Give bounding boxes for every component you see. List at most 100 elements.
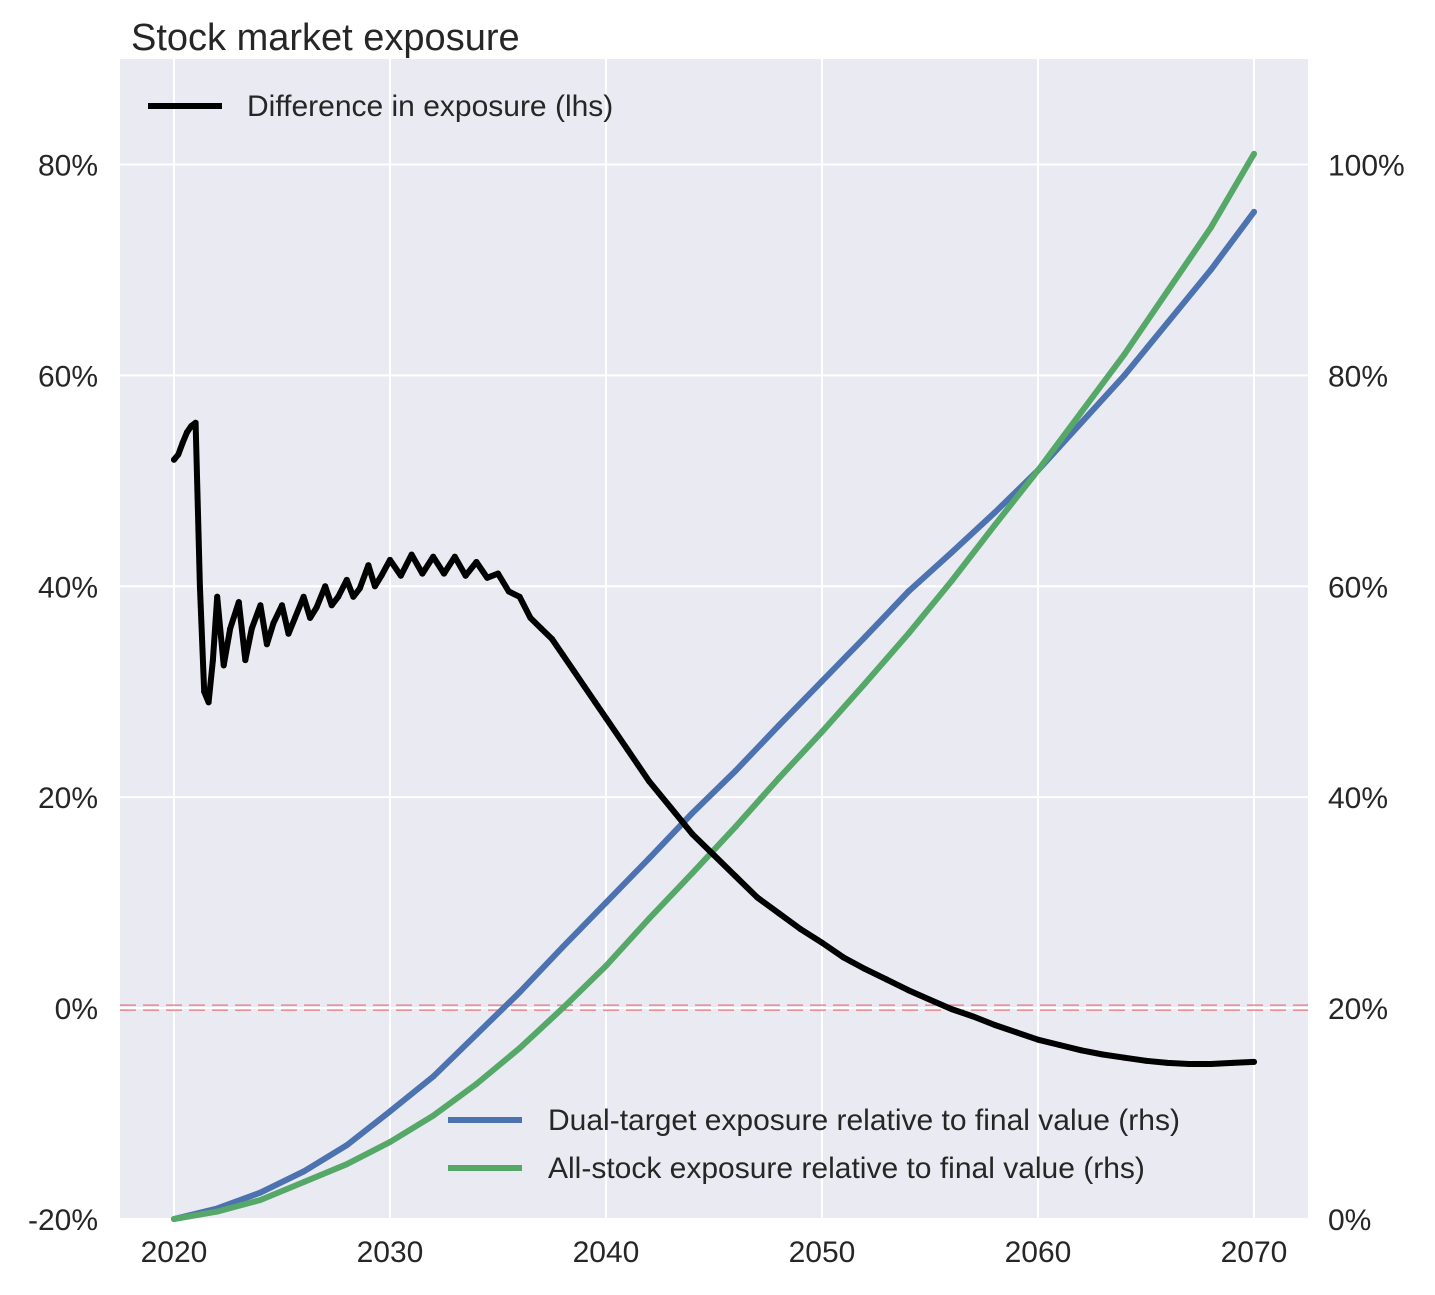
series-point-difference bbox=[840, 954, 847, 961]
series-point-difference bbox=[257, 602, 264, 609]
series-point-dual-target bbox=[862, 633, 869, 640]
series-point-difference bbox=[365, 562, 372, 569]
y-right-tick-labels: 0% 20% 40% 60% 80% 100% bbox=[1328, 149, 1405, 1237]
series-lines bbox=[171, 150, 1257, 1222]
series-point-difference bbox=[227, 625, 234, 632]
series-point-dual-target bbox=[516, 989, 523, 996]
series-point-dual-target bbox=[343, 1142, 350, 1149]
series-point-difference bbox=[549, 636, 555, 642]
series-point-difference bbox=[397, 572, 404, 579]
grid-lines bbox=[120, 59, 1308, 1220]
series-point-difference bbox=[408, 551, 415, 558]
series-point-difference bbox=[430, 553, 437, 560]
series-point-all-stock bbox=[991, 522, 998, 529]
series-point-all-stock bbox=[1251, 150, 1257, 157]
x-tick-label-2030: 2030 bbox=[357, 1236, 424, 1269]
series-point-dual-target bbox=[387, 1108, 393, 1115]
series-point-difference bbox=[462, 572, 469, 579]
y-left-tick-label: 40% bbox=[38, 571, 98, 604]
series-point-all-stock bbox=[819, 728, 825, 735]
x-tick-label-2040: 2040 bbox=[573, 1236, 640, 1269]
series-point-difference bbox=[1013, 1029, 1020, 1036]
series-point-difference bbox=[188, 423, 195, 429]
series-point-all-stock bbox=[1207, 224, 1214, 231]
y-left-tick-labels: -20% 0% 20% 40% 60% 80% bbox=[28, 149, 98, 1237]
series-point-difference bbox=[451, 553, 458, 560]
series-point-difference bbox=[179, 439, 186, 446]
series-point-all-stock bbox=[214, 1208, 221, 1215]
series-point-difference bbox=[184, 429, 190, 436]
legend-label-difference: Difference in exposure (lhs) bbox=[247, 90, 613, 123]
series-point-difference bbox=[538, 625, 545, 632]
series-point-difference bbox=[214, 593, 221, 600]
series-point-all-stock bbox=[862, 680, 869, 687]
series-point-all-stock bbox=[948, 578, 955, 584]
series-point-dual-target bbox=[1251, 208, 1257, 215]
series-point-dual-target bbox=[559, 943, 566, 950]
series-point-difference bbox=[1099, 1051, 1106, 1058]
series-point-all-stock bbox=[171, 1216, 177, 1222]
y-left-tick-label: -20% bbox=[28, 1204, 98, 1237]
series-point-all-stock bbox=[1035, 467, 1041, 474]
series-point-all-stock bbox=[905, 630, 912, 637]
y-right-tick-label: 40% bbox=[1328, 782, 1388, 815]
series-line-all-stock bbox=[171, 150, 1257, 1222]
series-point-difference bbox=[300, 593, 307, 600]
series-point-difference bbox=[905, 987, 912, 994]
series-point-difference bbox=[1143, 1057, 1149, 1064]
series-point-difference bbox=[209, 657, 216, 664]
series-point-difference bbox=[581, 683, 588, 690]
series-point-difference bbox=[419, 570, 426, 577]
series-point-all-stock bbox=[775, 775, 782, 782]
series-point-difference bbox=[797, 926, 804, 932]
y-right-tick-label: 60% bbox=[1328, 571, 1388, 604]
series-point-all-stock bbox=[1164, 288, 1171, 294]
series-point-difference bbox=[495, 570, 501, 577]
series-point-difference bbox=[356, 585, 363, 592]
series-point-difference bbox=[862, 966, 869, 973]
y-left-tick-label: 80% bbox=[38, 149, 98, 182]
series-point-difference bbox=[263, 641, 270, 648]
series-point-difference bbox=[775, 910, 782, 917]
plot-area-background bbox=[120, 59, 1308, 1219]
series-point-difference bbox=[270, 620, 277, 627]
y-right-tick-label: 80% bbox=[1328, 360, 1388, 393]
x-tick-label-2050: 2050 bbox=[789, 1236, 856, 1269]
series-point-dual-target bbox=[991, 509, 998, 516]
series-point-difference bbox=[1207, 1061, 1214, 1067]
series-point-dual-target bbox=[819, 678, 825, 685]
series-point-difference bbox=[991, 1022, 998, 1028]
series-point-dual-target bbox=[473, 1031, 480, 1038]
series-point-difference bbox=[754, 894, 761, 901]
series-line-dual-target bbox=[171, 208, 1257, 1222]
series-point-all-stock bbox=[430, 1112, 437, 1119]
series-point-difference bbox=[819, 939, 825, 946]
series-point-difference bbox=[689, 831, 696, 838]
series-point-difference bbox=[624, 746, 631, 753]
series-point-all-stock bbox=[559, 1005, 566, 1012]
series-point-difference bbox=[1035, 1036, 1041, 1043]
series-point-difference bbox=[248, 625, 255, 632]
series-point-difference bbox=[441, 570, 447, 577]
series-point-difference bbox=[927, 996, 933, 1003]
series-point-difference bbox=[313, 604, 320, 611]
series-point-all-stock bbox=[473, 1081, 480, 1087]
series-point-all-stock bbox=[343, 1161, 350, 1168]
series-point-dual-target bbox=[905, 588, 912, 595]
legend-label-all-stock: All-stock exposure relative to final val… bbox=[548, 1152, 1145, 1185]
series-point-difference bbox=[307, 614, 314, 621]
y-right-tick-label: 20% bbox=[1328, 993, 1388, 1026]
series-point-difference bbox=[473, 559, 480, 565]
series-point-dual-target bbox=[257, 1189, 264, 1196]
series-point-difference bbox=[378, 572, 385, 579]
y-right-tick-label: 100% bbox=[1328, 149, 1405, 182]
series-point-difference bbox=[285, 630, 292, 637]
reference-line-group bbox=[120, 1004, 1308, 1011]
y-left-tick-label: 60% bbox=[38, 360, 98, 393]
series-point-difference bbox=[1229, 1059, 1236, 1066]
series-point-all-stock bbox=[1078, 409, 1085, 416]
series-point-difference bbox=[335, 593, 342, 600]
series-point-difference bbox=[1078, 1047, 1085, 1054]
